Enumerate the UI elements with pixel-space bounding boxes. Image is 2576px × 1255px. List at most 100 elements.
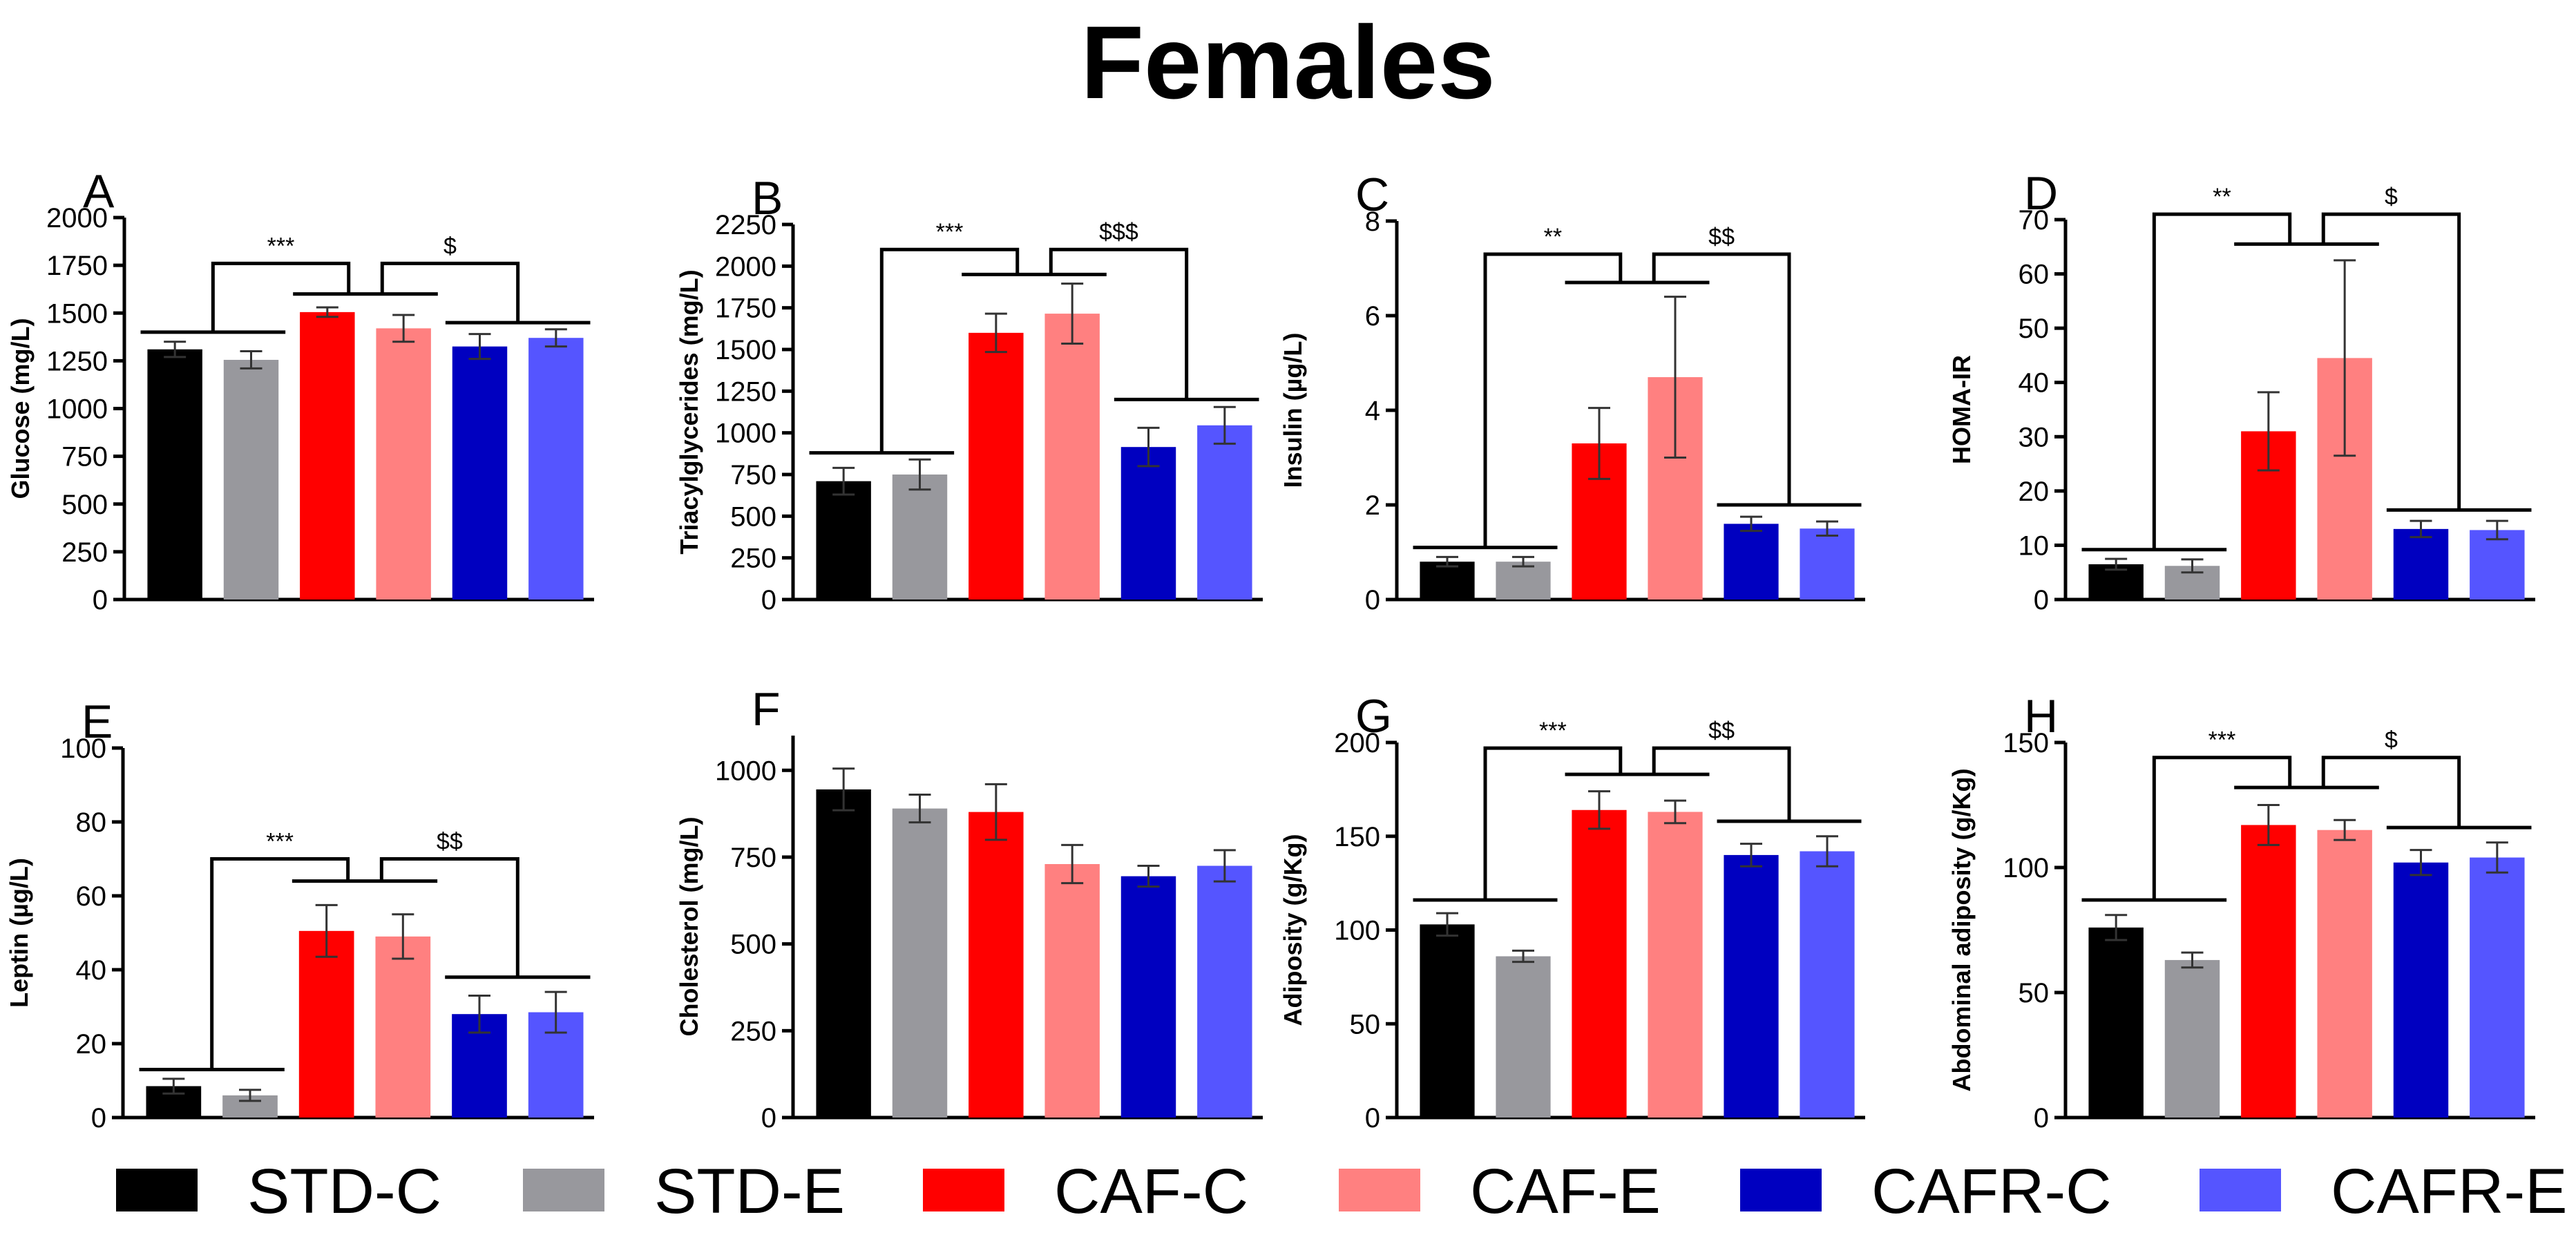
bar-std-e (892, 808, 948, 1118)
bar-caf-c (298, 930, 354, 1118)
y-tick-label: 60 (2019, 260, 2050, 290)
y-tick-label: 0 (761, 585, 776, 615)
bar-cafr-c (452, 346, 508, 600)
bar-std-c (1420, 924, 1475, 1118)
y-tick-label: 250 (61, 537, 108, 568)
legend-label: CAF-E (1470, 1156, 1661, 1227)
legend-swatch (1740, 1169, 1822, 1211)
bracket-right (379, 857, 519, 977)
significance-label: ** (1544, 224, 1562, 250)
bar-std-c (816, 789, 871, 1118)
y-tick-label: 70 (2019, 205, 2050, 236)
y-tick-label: 50 (2019, 978, 2050, 1008)
chart-panel-d: D 0 10 20 30 40 50 60 70 HOMA-IR ** $ (1947, 167, 2535, 615)
bar-caf-e (376, 328, 431, 600)
chart-panel-e: E 0 20 40 60 80 100 Leptin (µg/L) *** $$ (5, 696, 594, 1133)
chart-panel-f: F 0 250 500 750 1000 Cholesterol (mg/L) (675, 683, 1263, 1133)
y-tick-label: 20 (76, 1029, 107, 1060)
legend-label: STD-E (654, 1156, 845, 1227)
legend-swatch (1339, 1169, 1420, 1211)
y-tick-label: 10 (2019, 530, 2050, 561)
bar-caf-e (1648, 812, 1703, 1118)
page-title: Females (1080, 4, 1496, 120)
y-tick-label: 750 (730, 460, 776, 490)
bar-cafr-e (1197, 865, 1252, 1118)
y-tick-label: 40 (2019, 368, 2050, 399)
y-tick-label: 2000 (46, 203, 108, 233)
significance-label: ** (2213, 184, 2231, 210)
bar-caf-e (2317, 830, 2372, 1118)
y-axis-label: Adiposity (g/Kg) (1279, 834, 1307, 1026)
bar-cafr-c (2393, 862, 2449, 1118)
y-tick-label: 0 (2034, 1103, 2049, 1133)
y-tick-label: 6 (1365, 301, 1380, 332)
bar-std-c (1420, 562, 1475, 600)
y-tick-label: 200 (1334, 728, 1380, 758)
y-tick-label: 150 (1334, 822, 1380, 852)
panel-letter: G (1355, 690, 1392, 743)
chart-panel-g: G 0 50 100 150 200 Adiposity (g/Kg) *** $$ (1279, 690, 1865, 1133)
y-tick-label: 0 (93, 585, 108, 615)
bar-std-c (147, 349, 202, 600)
y-tick-label: 80 (76, 807, 107, 838)
legend-label: CAFR-E (2331, 1156, 2568, 1227)
panel-letter: D (2024, 167, 2058, 220)
bar-caf-c (300, 312, 355, 600)
bar-cafr-c (1724, 524, 1779, 600)
y-tick-label: 500 (730, 930, 776, 960)
significance-label: $ (2385, 727, 2398, 754)
bar-caf-c (2241, 825, 2296, 1118)
significance-label: $ (2385, 184, 2398, 210)
legend-label: CAF-C (1054, 1156, 1249, 1227)
significance-label: $$$ (1099, 219, 1138, 245)
y-tick-label: 1750 (46, 251, 108, 281)
y-axis-label: HOMA-IR (1947, 355, 1976, 464)
legend: STD-C STD-E CAF-C CAF-E CAFR-C CAFR-E (0, 1147, 2576, 1236)
y-tick-label: 40 (76, 955, 107, 986)
bracket-left (210, 857, 350, 1070)
y-tick-label: 0 (2034, 585, 2049, 615)
panel-letter: B (752, 172, 783, 224)
panel-letter: F (752, 683, 781, 736)
chart-panel-h: H 0 50 100 150 Abdominal adiposity (g/Kg) *** $ (1947, 690, 2535, 1133)
bracket-left (2152, 756, 2292, 901)
bracket-left (2152, 212, 2292, 550)
bar-std-e (892, 475, 948, 600)
y-tick-label: 1000 (715, 756, 776, 786)
y-tick-label: 250 (730, 544, 776, 574)
bracket-right (1652, 746, 1791, 822)
panel-letter: A (83, 165, 115, 218)
bar-caf-e (1044, 864, 1100, 1118)
y-axis-label: Leptin (µg/L) (5, 858, 33, 1008)
y-tick-label: 0 (1365, 1103, 1380, 1133)
panel-letter: H (2024, 690, 2058, 743)
y-tick-label: 20 (2019, 477, 2050, 507)
bracket-left (1483, 746, 1623, 901)
y-tick-label: 30 (2019, 422, 2050, 452)
y-tick-label: 2000 (715, 251, 776, 282)
significance-label: $ (443, 233, 457, 259)
y-tick-label: 750 (730, 843, 776, 873)
y-axis-label: Glucose (mg/L) (6, 318, 35, 499)
bar-std-c (2088, 927, 2144, 1118)
significance-label: *** (936, 219, 964, 245)
y-tick-label: 500 (61, 490, 108, 520)
bar-caf-c (969, 812, 1024, 1118)
y-axis-label: Cholesterol (mg/L) (675, 816, 703, 1036)
y-tick-label: 500 (730, 501, 776, 532)
significance-label: $$ (437, 829, 463, 855)
significance-label: *** (1539, 718, 1567, 744)
bar-cafr-e (1800, 851, 1855, 1118)
y-tick-label: 1250 (46, 346, 108, 376)
y-axis-label: Abdominal adiposity (g/Kg) (1947, 769, 1976, 1092)
y-tick-label: 0 (1365, 585, 1380, 615)
y-tick-label: 150 (2003, 728, 2049, 758)
bracket-right (2321, 212, 2461, 510)
bracket-left (1483, 252, 1623, 548)
y-tick-label: 1500 (46, 298, 108, 329)
y-tick-label: 2 (1365, 490, 1380, 521)
bracket-right (380, 261, 520, 323)
bracket-left (879, 247, 1020, 453)
y-tick-label: 750 (61, 442, 108, 472)
